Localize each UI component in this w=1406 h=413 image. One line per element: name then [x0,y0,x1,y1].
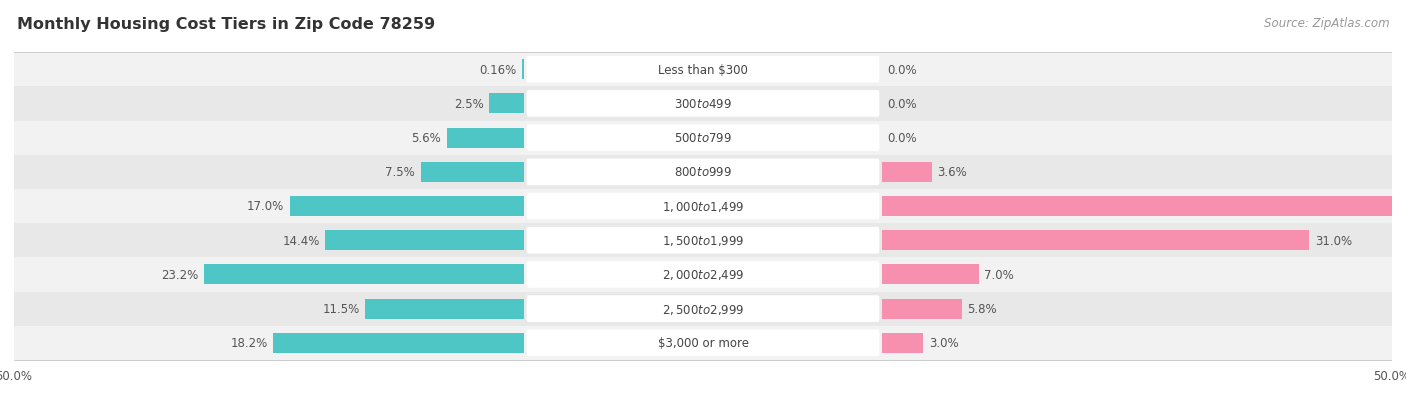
Text: $2,500 to $2,999: $2,500 to $2,999 [662,302,744,316]
Text: 3.6%: 3.6% [938,166,967,179]
Text: 7.0%: 7.0% [984,268,1014,281]
Bar [290,197,524,216]
Bar [447,128,524,148]
Bar [204,265,524,285]
Text: Less than $300: Less than $300 [658,64,748,76]
Bar [882,197,1406,216]
FancyBboxPatch shape [527,91,879,117]
Text: $1,000 to $1,499: $1,000 to $1,499 [662,199,744,214]
Bar [882,299,962,319]
Text: 3.0%: 3.0% [929,337,959,349]
FancyBboxPatch shape [527,227,879,254]
Bar [522,60,524,80]
Text: 5.8%: 5.8% [967,302,997,316]
Bar [14,258,1392,292]
Bar [366,299,524,319]
Bar [273,333,524,353]
Bar [14,292,1392,326]
Bar [882,265,979,285]
Text: $800 to $999: $800 to $999 [673,166,733,179]
Text: 14.4%: 14.4% [283,234,321,247]
Text: Monthly Housing Cost Tiers in Zip Code 78259: Monthly Housing Cost Tiers in Zip Code 7… [17,17,434,31]
Bar [882,162,932,182]
Bar [14,121,1392,155]
Bar [420,162,524,182]
Text: 0.0%: 0.0% [887,97,917,111]
Text: 18.2%: 18.2% [231,337,267,349]
Bar [489,94,524,114]
FancyBboxPatch shape [527,159,879,186]
FancyBboxPatch shape [527,125,879,152]
FancyBboxPatch shape [527,57,879,83]
Bar [14,87,1392,121]
Text: 0.0%: 0.0% [887,132,917,145]
Bar [325,231,524,251]
FancyBboxPatch shape [527,296,879,322]
Text: 7.5%: 7.5% [385,166,415,179]
Bar [14,190,1392,223]
Text: 0.16%: 0.16% [479,64,516,76]
Text: $3,000 or more: $3,000 or more [658,337,748,349]
Bar [14,155,1392,190]
Text: $1,500 to $1,999: $1,500 to $1,999 [662,234,744,248]
Text: $2,000 to $2,499: $2,000 to $2,499 [662,268,744,282]
Text: 23.2%: 23.2% [162,268,198,281]
Text: Source: ZipAtlas.com: Source: ZipAtlas.com [1264,17,1389,29]
Text: 5.6%: 5.6% [412,132,441,145]
Text: $300 to $499: $300 to $499 [673,97,733,111]
Text: $500 to $799: $500 to $799 [673,132,733,145]
Text: 17.0%: 17.0% [247,200,284,213]
Bar [882,333,924,353]
FancyBboxPatch shape [527,261,879,288]
Text: 11.5%: 11.5% [322,302,360,316]
Text: 2.5%: 2.5% [454,97,484,111]
Bar [14,223,1392,258]
Bar [14,326,1392,360]
Text: 0.0%: 0.0% [887,64,917,76]
Text: 31.0%: 31.0% [1315,234,1353,247]
Bar [882,231,1309,251]
FancyBboxPatch shape [527,330,879,356]
Bar [14,53,1392,87]
FancyBboxPatch shape [527,193,879,220]
